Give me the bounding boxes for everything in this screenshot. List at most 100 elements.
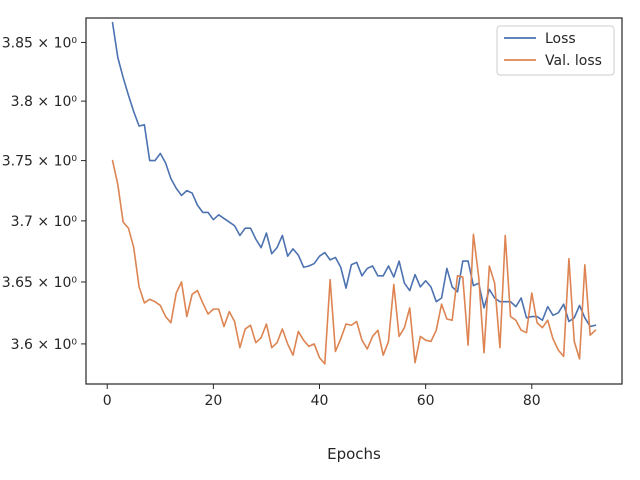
data-point-loss [345,287,347,289]
data-point-val-loss [207,313,209,315]
data-point-loss [499,301,501,303]
data-point-loss [377,275,379,277]
data-point-loss [308,265,310,267]
data-point-val-loss [170,322,172,324]
data-point-loss [451,286,453,288]
data-point-loss [334,256,336,258]
data-point-loss [446,267,448,269]
data-point-loss [340,266,342,268]
data-point-val-loss [515,319,517,321]
data-point-loss [414,273,416,275]
data-point-val-loss [223,325,225,327]
data-point-val-loss [520,329,522,331]
data-point-val-loss [531,292,533,294]
data-point-loss [271,253,273,255]
data-point-val-loss [340,338,342,340]
data-point-loss [324,251,326,253]
data-point-loss [202,211,204,213]
data-point-val-loss [308,345,310,347]
data-point-val-loss [324,363,326,365]
legend-label-loss: Loss [545,31,576,47]
data-point-loss [371,265,373,267]
data-point-val-loss [467,344,469,346]
data-point-val-loss [318,356,320,358]
data-point-loss [276,246,278,248]
data-point-val-loss [504,234,506,236]
data-point-loss [186,189,188,191]
data-point-val-loss [589,334,591,336]
data-point-loss [117,56,119,58]
data-point-val-loss [578,358,580,360]
data-point-val-loss [462,276,464,278]
data-point-loss [467,260,469,262]
data-point-loss [525,317,527,319]
legend-label-val-loss: Val. loss [545,53,602,69]
data-point-val-loss [164,315,166,317]
data-point-loss [133,111,135,113]
data-point-val-loss [329,278,331,280]
data-point-val-loss [334,350,336,352]
data-point-val-loss [196,289,198,291]
y-tick-label: 3.85 × 10⁰ [2,35,78,51]
data-point-loss [504,301,506,303]
data-point-loss [239,234,241,236]
data-point-val-loss [297,330,299,332]
data-point-loss [302,266,304,268]
data-point-loss [520,297,522,299]
data-point-loss [382,275,384,277]
data-point-val-loss [584,264,586,266]
data-point-val-loss [382,354,384,356]
data-point-val-loss [424,339,426,341]
data-point-loss [286,255,288,257]
data-point-loss [350,264,352,266]
data-point-loss [562,303,564,305]
data-point-loss [318,255,320,257]
data-point-loss [456,291,458,293]
data-point-loss [361,275,363,277]
data-point-val-loss [276,341,278,343]
data-point-val-loss [133,246,135,248]
data-point-loss [196,204,198,206]
data-point-loss [228,221,230,223]
x-axis-label: Epochs [327,445,381,463]
data-point-loss [568,320,570,322]
data-point-val-loss [271,346,273,348]
data-point-loss [435,301,437,303]
data-point-val-loss [419,335,421,337]
data-point-val-loss [244,328,246,330]
data-point-loss [244,227,246,229]
data-point-loss [180,194,182,196]
series-line-loss [111,21,597,328]
data-point-loss [159,152,161,154]
data-point-val-loss [409,307,411,309]
data-point-loss [403,282,405,284]
data-point-loss [419,286,421,288]
data-point-val-loss [361,339,363,341]
data-point-loss [217,214,219,216]
data-point-loss [297,254,299,256]
data-point-val-loss [117,183,119,185]
x-tick-label: 20 [204,393,222,409]
data-point-val-loss [573,340,575,342]
data-point-val-loss [212,308,214,310]
data-point-val-loss [292,354,294,356]
data-point-loss [393,276,395,278]
y-tick-label: 3.65 × 10⁰ [2,275,78,291]
data-point-loss [440,297,442,299]
data-point-loss [366,267,368,269]
data-point-loss [547,305,549,307]
data-point-val-loss [143,302,145,304]
data-point-val-loss [493,282,495,284]
data-point-loss [170,177,172,179]
data-point-loss [531,315,533,317]
data-point-val-loss [313,343,315,345]
data-point-loss [127,94,129,96]
data-point-loss [462,260,464,262]
data-point-val-loss [127,227,129,229]
data-point-loss [143,124,145,126]
data-point-val-loss [414,361,416,363]
x-tick-label: 80 [523,393,541,409]
data-point-val-loss [430,340,432,342]
data-point-loss [223,217,225,219]
data-point-loss [233,225,235,227]
